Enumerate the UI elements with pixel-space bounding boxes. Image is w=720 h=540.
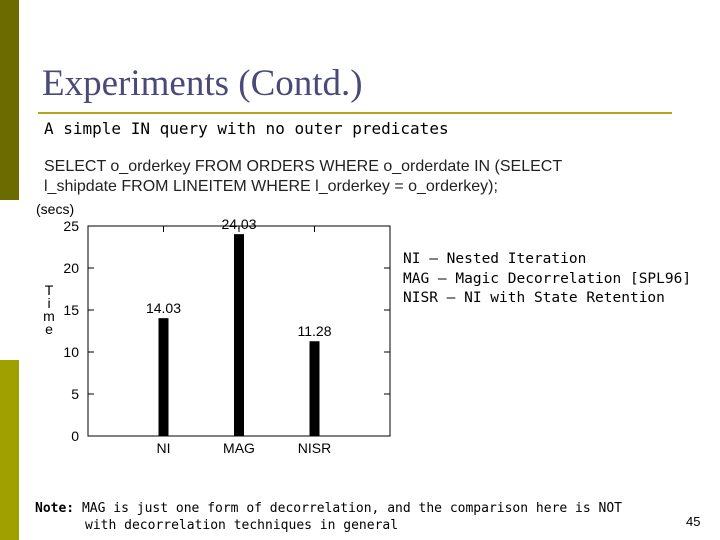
y-tick-label: 25	[63, 218, 79, 234]
y-axis-label-letter: T	[45, 282, 54, 298]
sql-query: SELECT o_orderkey FROM ORDERS WHERE o_or…	[44, 157, 562, 197]
y-tick-label: 5	[71, 386, 79, 402]
accent-bar-bottom	[0, 360, 19, 540]
bars: 14.03 24.03 11.28	[146, 216, 332, 436]
bar-value-label: 11.28	[298, 323, 332, 339]
slide-title: Experiments (Contd.)	[42, 63, 363, 104]
legend-item-mag: MAG – Magic Decorrelation [SPL96]	[403, 270, 692, 287]
y-axis-label-letter: i	[47, 295, 50, 311]
x-axis-labels: NI MAG NISR	[157, 226, 331, 456]
accent-bar-gap	[0, 200, 19, 360]
footnote: Note: MAG is just one form of decorrelat…	[35, 500, 622, 534]
x-tick-label: MAG	[223, 440, 255, 456]
legend-item-ni: NI – Nested Iteration	[403, 251, 587, 267]
bar-value-label: 24.03	[221, 216, 256, 232]
sql-line-1: SELECT o_orderkey FROM ORDERS WHERE o_or…	[44, 158, 563, 175]
slide-subtitle: A simple IN query with no outer predicat…	[44, 119, 449, 138]
x-tick-label: NI	[157, 440, 171, 456]
note-label: Note:	[35, 501, 75, 516]
sql-line-2: l_shipdate FROM LINEITEM WHERE l_orderke…	[44, 178, 498, 195]
bar-nisr	[309, 341, 320, 436]
y-axis-unit: (secs)	[36, 201, 74, 217]
y-tick-label: 15	[63, 302, 79, 318]
y-tick-label: 0	[71, 428, 79, 444]
y-tick-label: 20	[63, 260, 79, 276]
title-divider	[38, 112, 672, 114]
x-tick-label: NISR	[298, 440, 331, 456]
legend-item-nisr: NISR – NI with State Retention	[403, 290, 665, 306]
y-axis-ticks: 0 5 10 15 20 25	[63, 218, 390, 444]
legend: NI – Nested Iteration MAG – Magic Decorr…	[403, 250, 691, 309]
y-tick-label: 10	[63, 344, 79, 360]
y-axis-label-letter: e	[45, 321, 53, 337]
page-number: 45	[686, 514, 701, 529]
note-line-2: with decorrelation techniques in general	[85, 518, 399, 533]
accent-bar-top	[0, 0, 19, 200]
note-line-1: MAG is just one form of decorrelation, a…	[74, 501, 623, 516]
y-axis-label-letter: m	[43, 308, 55, 324]
bar-value-label: 14.03	[146, 300, 181, 316]
bar-ni	[158, 318, 169, 436]
bar-mag	[234, 234, 244, 436]
